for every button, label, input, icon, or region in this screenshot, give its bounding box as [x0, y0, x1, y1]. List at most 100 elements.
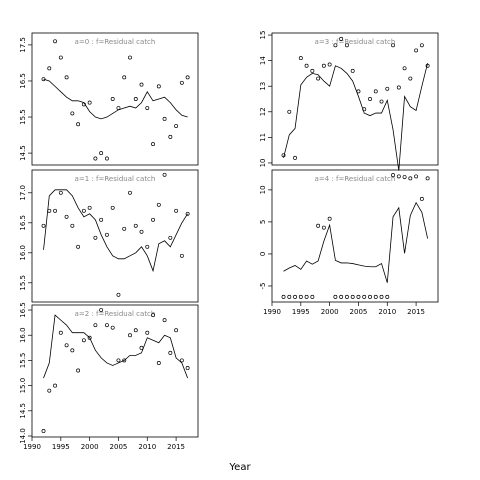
point — [128, 190, 132, 195]
point — [162, 172, 167, 177]
x-tick-label: 1995 — [52, 443, 70, 451]
point — [162, 318, 167, 323]
panel-title: a=3 : f=Residual catch — [315, 38, 396, 46]
point — [362, 294, 367, 299]
point — [93, 323, 98, 328]
point — [53, 208, 58, 213]
panel-frame — [31, 304, 199, 438]
point — [368, 294, 372, 299]
point — [174, 208, 179, 213]
y-tick-label: 13 — [259, 82, 267, 91]
point — [293, 155, 298, 160]
point — [53, 39, 58, 44]
point — [333, 294, 338, 299]
point — [81, 208, 86, 213]
y-tick-label: 17.5 — [19, 37, 27, 53]
x-tick-label: 2005 — [350, 308, 368, 316]
point — [145, 106, 150, 110]
point — [156, 84, 161, 89]
y-tick-label: 14.5 — [19, 145, 27, 161]
point — [316, 223, 321, 228]
point — [414, 174, 419, 179]
point — [298, 56, 303, 61]
point — [58, 330, 63, 335]
point — [53, 383, 58, 388]
y-tick-label: 5 — [259, 220, 267, 224]
point — [58, 190, 63, 195]
y-tick-label: 16.0 — [19, 245, 27, 261]
y-tick-label: 16.5 — [19, 215, 27, 231]
x-tick-label: 2005 — [110, 443, 128, 451]
point — [287, 294, 292, 299]
point — [310, 294, 315, 299]
point — [174, 124, 179, 128]
panel-title: a=0 : f=Residual catch — [75, 38, 156, 46]
point — [185, 75, 190, 80]
point — [373, 294, 378, 299]
point — [76, 122, 81, 127]
point — [356, 294, 361, 299]
point — [179, 358, 184, 363]
point — [327, 216, 332, 221]
point — [47, 388, 52, 393]
point — [408, 76, 413, 81]
point — [293, 294, 298, 299]
point — [41, 77, 46, 82]
point — [419, 196, 424, 201]
point — [122, 358, 127, 363]
y-tick-label: -5 — [259, 282, 267, 289]
y-tick-label: 15.0 — [19, 378, 27, 394]
point — [87, 100, 92, 105]
point — [344, 43, 349, 48]
point — [64, 343, 69, 348]
point — [321, 225, 326, 230]
point — [385, 294, 390, 299]
point — [168, 235, 173, 240]
panel-title: a=4 : f=Residual catch — [315, 175, 396, 183]
y-tick-label: 10 — [259, 185, 267, 194]
point — [110, 97, 115, 101]
y-tick-label: 10 — [259, 158, 267, 167]
point — [379, 99, 384, 104]
fit-line — [283, 201, 429, 283]
point — [110, 205, 115, 210]
point — [368, 97, 372, 101]
point — [316, 76, 321, 81]
point — [116, 292, 121, 297]
x-tick-label: 1995 — [292, 308, 310, 316]
point — [58, 55, 63, 60]
point — [391, 173, 395, 178]
point — [104, 232, 109, 237]
panel-title: a=1 : f=Residual catch — [75, 175, 156, 183]
point — [110, 325, 115, 330]
point — [70, 348, 75, 353]
point — [128, 333, 132, 338]
point — [145, 244, 150, 249]
point — [133, 328, 138, 333]
point — [168, 350, 173, 355]
point — [151, 142, 155, 147]
y-tick-label: 14.0 — [19, 428, 27, 444]
point — [104, 156, 109, 161]
panel-frame — [271, 169, 439, 303]
panel-frame — [31, 169, 199, 303]
y-tick-label: 15.5 — [19, 275, 27, 291]
point — [151, 217, 155, 222]
point — [408, 176, 413, 181]
y-tick-label: 16.0 — [19, 327, 27, 343]
point — [385, 86, 390, 91]
point — [70, 111, 75, 116]
x-tick-label: 1990 — [23, 443, 41, 451]
point — [414, 48, 419, 53]
y-tick-label: 15.5 — [19, 109, 27, 125]
panel-title: a=2 : f=Residual catch — [75, 310, 156, 318]
point — [122, 75, 127, 80]
y-tick-label: 11 — [259, 133, 267, 142]
y-tick-label: 17.0 — [19, 185, 27, 201]
point — [344, 294, 349, 299]
point — [81, 338, 86, 343]
point — [304, 294, 309, 299]
point — [116, 358, 121, 363]
point — [87, 205, 92, 210]
